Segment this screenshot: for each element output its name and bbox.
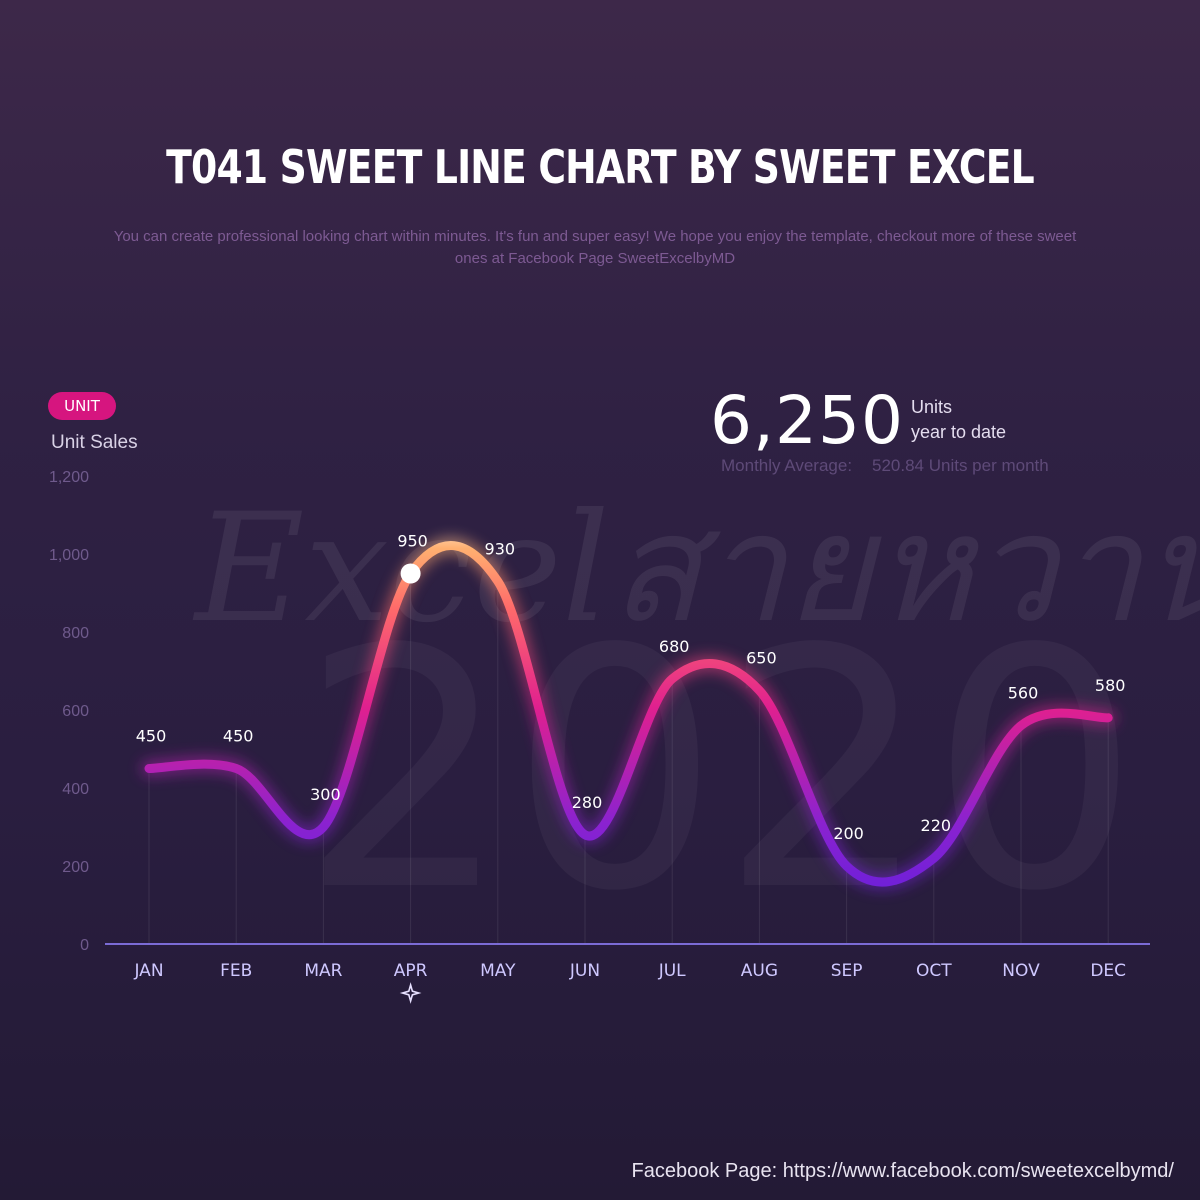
- data-label: 560: [1008, 684, 1039, 703]
- data-label: 930: [485, 539, 516, 558]
- y-tick-label: 1,000: [49, 547, 89, 564]
- data-label: 280: [572, 793, 603, 812]
- watermark-text: Excelสายหวาน: [192, 482, 1200, 656]
- data-label: 650: [746, 649, 777, 668]
- chart-title: T041 SWEET LINE CHART BY SWEET EXCEL: [166, 140, 1035, 194]
- x-tick-label: MAY: [480, 961, 516, 981]
- y-tick-label: 400: [62, 781, 89, 798]
- x-tick-label: JAN: [133, 961, 163, 981]
- y-tick-label: 800: [62, 625, 89, 642]
- x-tick-label: AUG: [741, 961, 778, 981]
- x-tick-label: DEC: [1090, 961, 1126, 981]
- data-label: 300: [310, 785, 341, 804]
- y-tick-label: 1,200: [49, 469, 89, 486]
- x-tick-label: NOV: [1002, 961, 1040, 981]
- x-tick-label: SEP: [831, 961, 863, 981]
- data-label: 680: [659, 637, 690, 656]
- monthly-average-value: 520.84 Units per month: [872, 456, 1049, 475]
- unit-badge: UNIT: [48, 392, 116, 420]
- x-tick-label: JUN: [569, 961, 600, 981]
- highlight-point[interactable]: [400, 563, 421, 584]
- series-line: [144, 541, 1113, 887]
- kpi-period-label: year to date: [911, 422, 1007, 442]
- footer-link[interactable]: Facebook Page: https://www.facebook.com/…: [631, 1160, 1175, 1182]
- watermark: 2020 Excelสายหวาน: [192, 482, 1200, 963]
- monthly-average-label: Monthly Average:: [721, 456, 853, 475]
- x-tick-label: FEB: [220, 961, 252, 981]
- y-tick-label: 600: [62, 703, 89, 720]
- x-tick-label: MAR: [304, 961, 342, 981]
- x-tick-label: OCT: [916, 961, 952, 981]
- data-label: 950: [397, 532, 428, 551]
- data-label: 220: [921, 816, 952, 835]
- data-label: 580: [1095, 676, 1126, 695]
- sparkle-icon: [399, 982, 422, 1004]
- watermark-year: 2020: [300, 579, 1140, 963]
- chart-subtitle: You can create professional looking char…: [113, 228, 1077, 267]
- y-tick-label: 0: [80, 937, 89, 954]
- data-label: 450: [136, 727, 167, 746]
- kpi-units-label: Units: [911, 397, 953, 417]
- y-axis-label: Unit Sales: [51, 432, 138, 453]
- x-tick-label: APR: [394, 961, 428, 981]
- kpi-total-value: 6,250: [710, 382, 904, 459]
- x-tick-label: JUL: [658, 961, 686, 981]
- data-label: 450: [223, 727, 254, 746]
- data-label: 200: [833, 824, 864, 843]
- y-tick-label: 200: [62, 859, 89, 876]
